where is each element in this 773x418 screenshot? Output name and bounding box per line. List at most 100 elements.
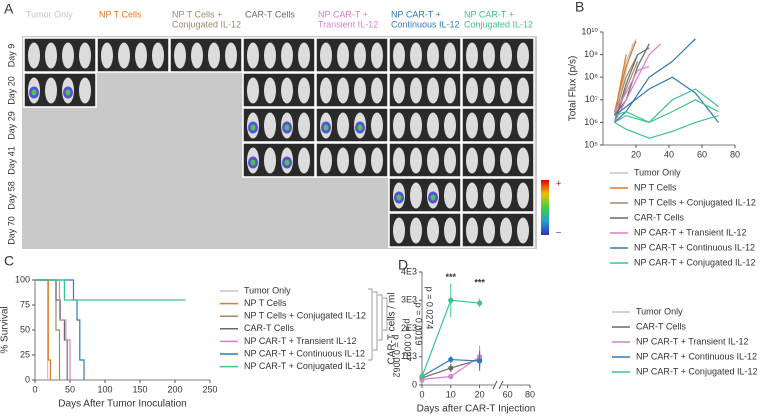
mouse [79,42,91,69]
mouse [371,42,383,69]
mouse [281,77,293,104]
legend-label: Tumor Only [634,167,681,177]
mouse [517,182,529,209]
mouse [298,147,310,174]
series-line [614,43,662,123]
mouse [393,217,405,244]
x-tick-label: 250 [202,384,217,394]
mouse [427,42,439,69]
mouse [500,147,512,174]
mouse [444,182,456,209]
x-tick-label: 0 [419,389,424,399]
signal [357,124,363,131]
mouse [444,77,456,104]
column-header: Continuous IL-12 [391,19,460,29]
series-line [614,43,650,116]
mouse [354,147,366,174]
signal [323,124,329,131]
column-header: Conjugated IL-12 [172,19,241,29]
signal [284,124,290,131]
mouse [247,77,259,104]
column-header: Transient IL-12 [318,19,378,29]
column-header: NP CAR-T + [464,9,514,19]
y-axis-label: Total Flux (p/s) [568,56,579,122]
mouse [298,112,310,139]
mouse [466,182,478,209]
mouse [264,77,276,104]
y-tick-label: 50 [20,324,30,334]
mouse [298,42,310,69]
x-tick-label: 60 [697,149,707,159]
p-bracket [368,288,373,361]
axis-break [492,380,498,390]
y-tick-label: 10¹⁰ [581,26,598,36]
mouse [393,42,405,69]
mouse [152,42,164,69]
legend-label: NP CAR-T + Continuous IL-12 [634,242,755,252]
p-bracket [383,297,388,331]
row-label: Day 58 [6,181,16,210]
mouse [281,42,293,69]
signal [396,194,402,201]
series-line [35,279,68,380]
mouse [517,112,529,139]
y-tick-label: 100 [15,274,30,284]
panel-label: C [4,253,14,269]
mouse [444,42,456,69]
column-header: CAR-T Cells [245,9,295,19]
axis-break [498,380,504,390]
point [419,373,425,380]
mouse [427,112,439,139]
mouse [208,42,220,69]
y-axis-label: CAR-T cells / ml [387,292,398,364]
series-line [35,279,186,301]
mouse [264,147,276,174]
mouse [466,42,478,69]
mouse [517,77,529,104]
p-value: p = 0.0274 [425,287,435,330]
signal [250,124,256,131]
y-axis-label: % Survival [0,306,11,353]
mouse [28,42,40,69]
legend-label: NP CAR-T + Transient IL-12 [634,227,746,237]
mouse [517,42,529,69]
y-tick-label: 10⁵ [584,139,598,149]
colorbar [541,180,549,235]
signal [250,159,256,166]
mouse [483,217,495,244]
mouse [517,147,529,174]
signal [31,89,37,96]
y-tick-label: 75 [20,299,30,309]
legend-label: CAR-T Cells [634,212,684,222]
series-line [614,65,650,112]
mouse [337,42,349,69]
mouse [247,42,259,69]
mouse [371,147,383,174]
legend-label: CAR-T Cells [636,321,686,331]
p-value: p = 0.0019 [414,303,424,346]
mouse [410,42,422,69]
y-tick-label: 10⁸ [584,72,598,82]
row-label: Day 29 [6,111,16,140]
p-bracket [373,291,378,351]
p-value: p = 0.0062 [392,335,402,378]
mouse [500,42,512,69]
mouse [466,147,478,174]
mouse [466,77,478,104]
legend-label: NP T Cells [634,182,677,192]
mouse [298,77,310,104]
mouse [500,112,512,139]
y-tick-label: 10⁶ [584,117,598,127]
mouse [191,42,203,69]
mouse [264,42,276,69]
y-tick-label: 10⁷ [585,94,598,104]
mouse [500,217,512,244]
mouse [174,42,186,69]
column-header: Tumor Only [26,9,73,19]
x-tick-label: 80 [730,149,740,159]
series-line [614,76,719,123]
panel-label: D [398,257,408,273]
series-line [614,99,719,124]
mouse [483,182,495,209]
